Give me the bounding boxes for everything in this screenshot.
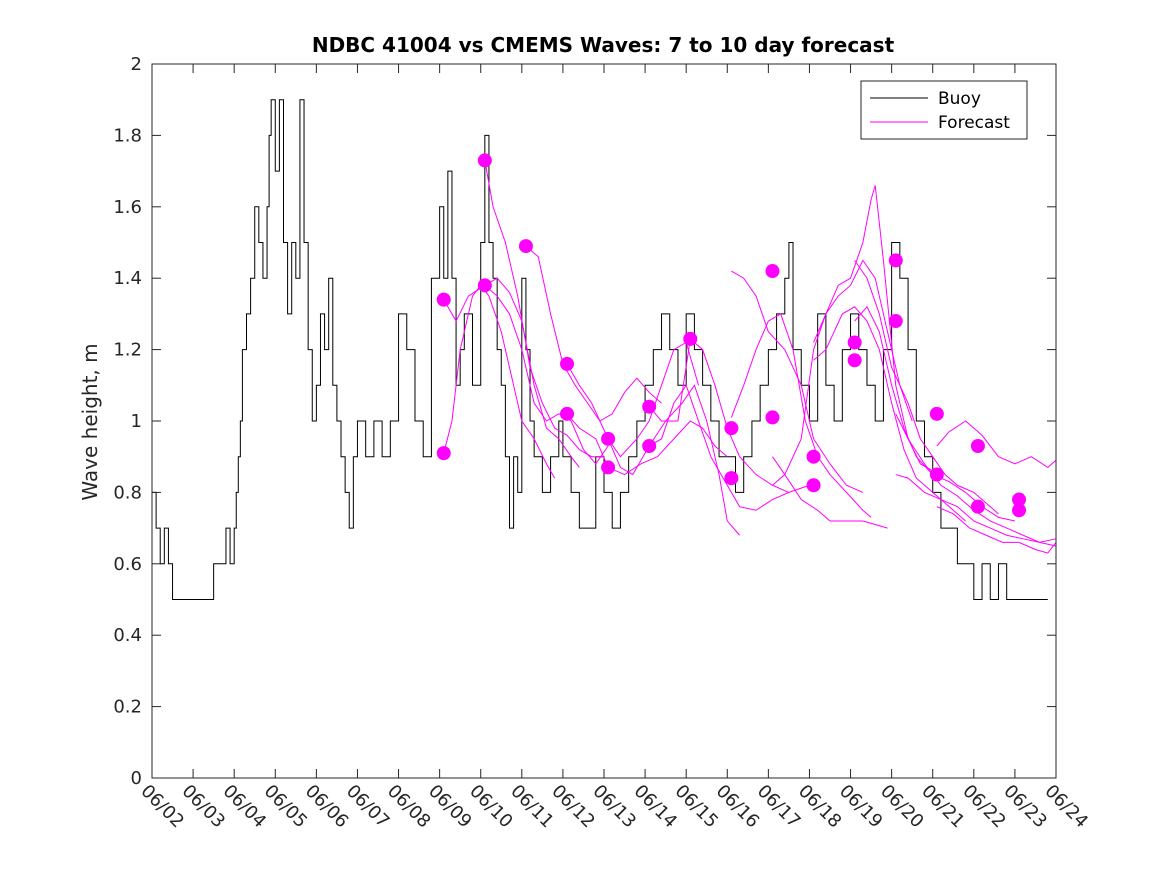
series-forecast-line bbox=[484, 160, 604, 458]
y-axis-label: Wave height, m bbox=[78, 343, 102, 500]
x-tick-label: 06/13 bbox=[588, 781, 640, 833]
forecast-marker bbox=[806, 478, 821, 493]
x-tick-label: 06/12 bbox=[547, 781, 599, 833]
forecast-marker bbox=[765, 264, 780, 279]
x-tick-label: 06/04 bbox=[219, 781, 271, 833]
x-tick-label: 06/20 bbox=[876, 781, 928, 833]
forecast-marker bbox=[436, 446, 451, 461]
series-forecast-line bbox=[648, 384, 810, 511]
y-tick-label: 1 bbox=[131, 411, 142, 432]
x-tick-label: 06/24 bbox=[1040, 781, 1092, 833]
series-forecast-line bbox=[648, 337, 790, 493]
forecast-marker bbox=[970, 438, 985, 453]
series-forecast-line bbox=[566, 413, 728, 476]
forecast-marker bbox=[888, 314, 903, 329]
series-forecast-line bbox=[607, 384, 740, 536]
forecast-marker bbox=[806, 449, 821, 464]
y-tick-label: 1.4 bbox=[113, 268, 142, 289]
x-tick-label: 06/10 bbox=[465, 781, 517, 833]
series-buoy-line bbox=[152, 99, 1048, 600]
forecast-marker bbox=[601, 460, 616, 475]
series-forecast-line bbox=[936, 420, 1057, 469]
series-forecast-line bbox=[854, 305, 1016, 522]
plot-area bbox=[152, 99, 1057, 600]
x-tick-label: 06/22 bbox=[958, 781, 1010, 833]
series-forecast-line bbox=[566, 341, 699, 458]
x-tick-label: 06/03 bbox=[178, 781, 230, 833]
x-tick-label: 06/08 bbox=[383, 781, 435, 833]
forecast-marker bbox=[601, 431, 616, 446]
x-tick-label: 06/19 bbox=[835, 781, 887, 833]
x-tick-label: 06/15 bbox=[671, 781, 723, 833]
forecast-marker bbox=[642, 399, 657, 414]
x-tick-label: 06/06 bbox=[301, 781, 353, 833]
x-tick-label: 06/21 bbox=[917, 781, 969, 833]
legend-label-forecast: Forecast bbox=[938, 113, 1010, 133]
forecast-marker bbox=[847, 353, 862, 368]
y-tick-label: 0.8 bbox=[113, 482, 142, 503]
forecast-marker bbox=[724, 421, 739, 436]
y-tick-label: 1.8 bbox=[113, 125, 142, 146]
forecast-marker bbox=[724, 471, 739, 486]
series-forecast-line bbox=[854, 260, 999, 515]
forecast-marker bbox=[970, 499, 985, 514]
series-forecast-line bbox=[443, 284, 556, 479]
series-forecast-line bbox=[813, 306, 966, 522]
forecast-marker bbox=[1012, 503, 1027, 518]
series-forecast-line bbox=[525, 245, 662, 422]
x-tick-label: 06/11 bbox=[506, 781, 558, 833]
forecast-marker bbox=[518, 239, 533, 254]
series-forecast-line bbox=[484, 284, 609, 465]
y-tick-label: 1.6 bbox=[113, 197, 142, 218]
x-tick-label: 06/18 bbox=[794, 781, 846, 833]
series-forecast-line bbox=[731, 270, 864, 493]
legend-label-buoy: Buoy bbox=[938, 89, 981, 109]
y-tick-label: 0 bbox=[131, 768, 142, 789]
forecast-marker bbox=[436, 292, 451, 307]
forecast-marker bbox=[642, 438, 657, 453]
chart-title: NDBC 41004 vs CMEMS Waves: 7 to 10 day f… bbox=[312, 33, 895, 57]
series-forecast-line bbox=[772, 456, 888, 529]
series-forecast-line bbox=[936, 506, 1057, 554]
x-tick-label: 06/09 bbox=[424, 781, 476, 833]
forecast-marker bbox=[477, 278, 492, 293]
y-tick-label: 2 bbox=[131, 54, 142, 75]
y-tick-label: 0.4 bbox=[113, 625, 142, 646]
forecast-marker bbox=[560, 356, 575, 371]
forecast-marker bbox=[560, 406, 575, 421]
forecast-marker bbox=[1012, 492, 1027, 507]
y-tick-label: 1.2 bbox=[113, 340, 142, 361]
forecast-marker bbox=[929, 406, 944, 421]
x-tick-label: 06/14 bbox=[630, 781, 682, 833]
series-forecast-line bbox=[730, 313, 872, 518]
series-forecast-line bbox=[813, 185, 933, 472]
series-forecast-line bbox=[895, 474, 1057, 543]
series-forecast-line bbox=[772, 259, 913, 486]
x-tick-label: 06/17 bbox=[753, 781, 805, 833]
legend-box bbox=[860, 80, 1028, 140]
forecast-marker bbox=[765, 410, 780, 425]
forecast-marker bbox=[683, 331, 698, 346]
legend: Buoy Forecast bbox=[860, 80, 1028, 140]
forecast-marker bbox=[888, 253, 903, 268]
y-tick-label: 0.2 bbox=[113, 697, 142, 718]
series-forecast-line bbox=[895, 413, 1057, 547]
forecast-marker bbox=[929, 467, 944, 482]
forecast-marker bbox=[847, 335, 862, 350]
y-tick-label: 0.6 bbox=[113, 554, 142, 575]
x-tick-label: 06/07 bbox=[342, 781, 394, 833]
x-tick-label: 06/16 bbox=[712, 781, 764, 833]
forecast-marker bbox=[477, 153, 492, 168]
y-axis: 0 0.2 0.4 0.6 0.8 1 1.2 1.4 1.6 1.8 2 bbox=[113, 54, 1056, 789]
x-tick-label: 06/02 bbox=[136, 781, 188, 833]
x-tick-label: 06/05 bbox=[260, 781, 312, 833]
series-forecast-line bbox=[443, 277, 580, 468]
x-tick-label: 06/23 bbox=[999, 781, 1051, 833]
